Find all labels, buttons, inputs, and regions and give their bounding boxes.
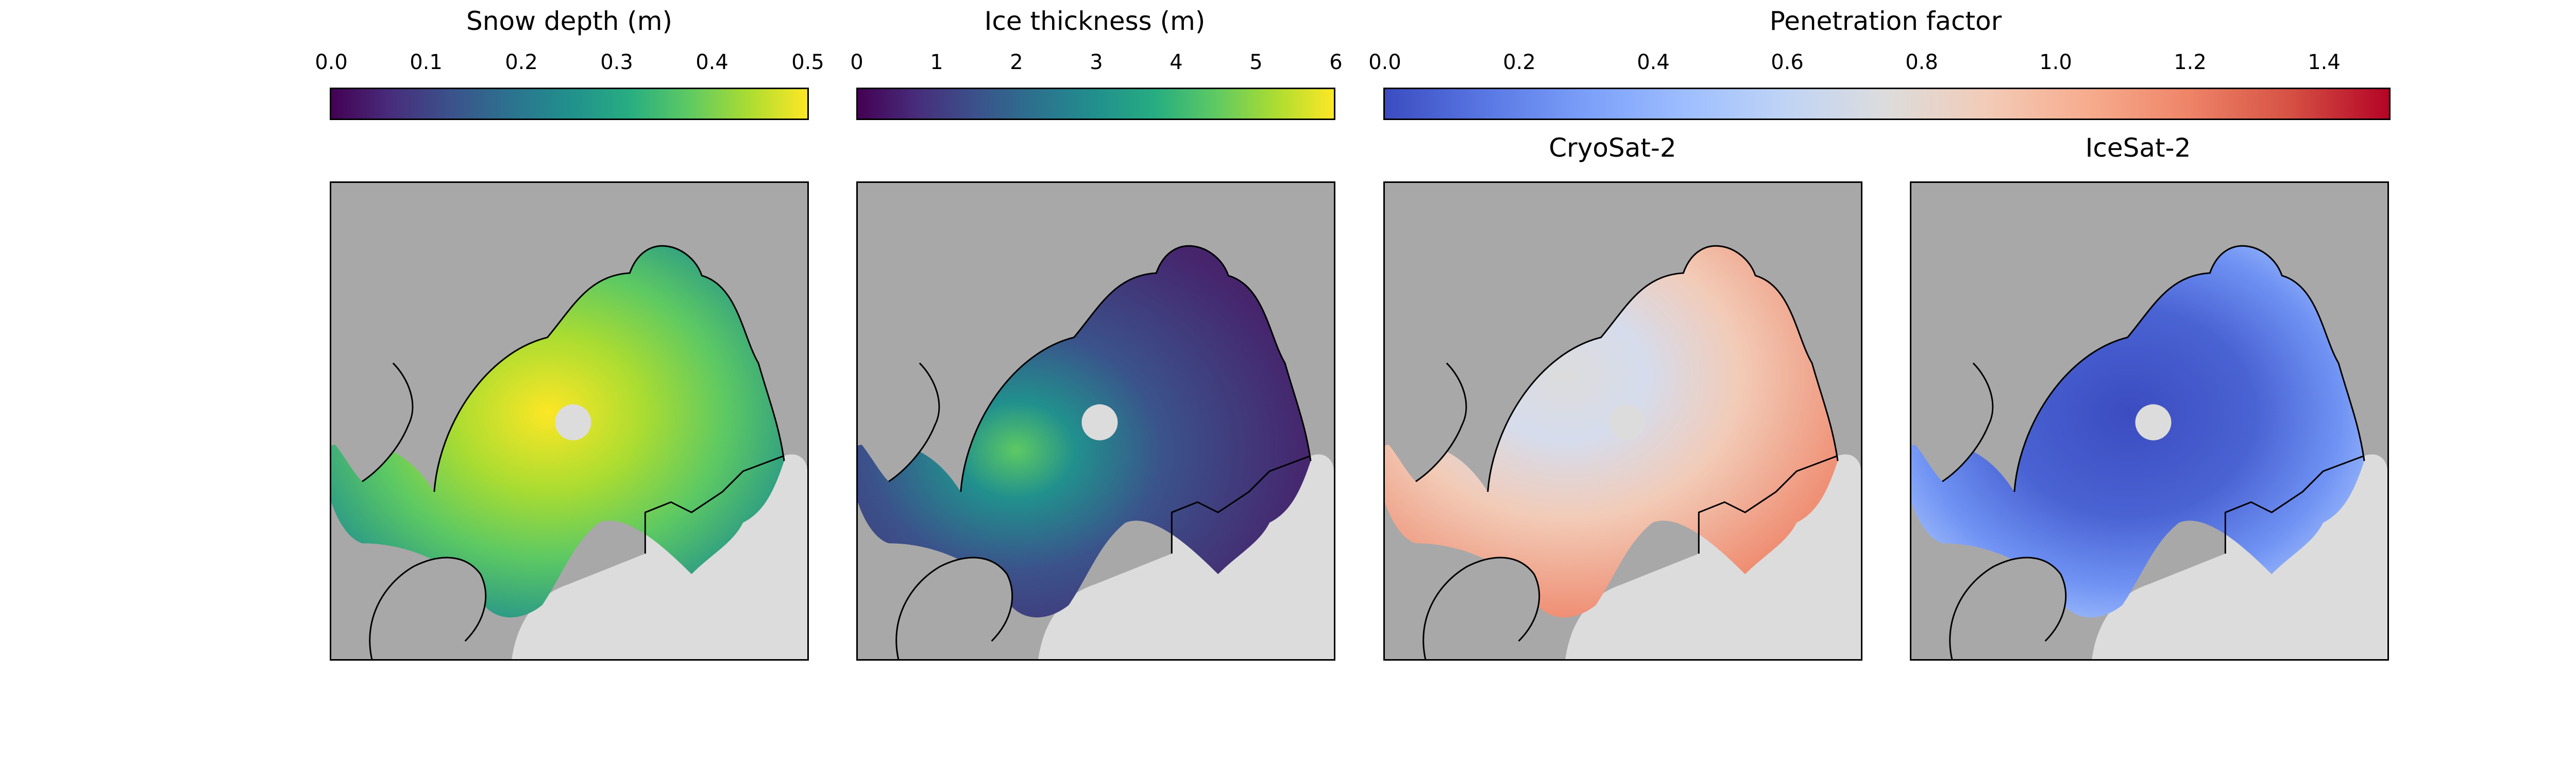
pole-hole bbox=[1608, 404, 1645, 441]
tick-label: 0.2 bbox=[1503, 51, 1536, 74]
pole-hole bbox=[2135, 404, 2172, 441]
tick-label: 0.1 bbox=[410, 51, 443, 74]
tick-label: 5 bbox=[1249, 51, 1263, 74]
tick-label: 1.0 bbox=[2039, 51, 2072, 74]
tick-label: 0.0 bbox=[315, 51, 348, 74]
panel-title-icesat-2: IceSat-2 bbox=[2085, 133, 2191, 163]
snow-depth-colorbar bbox=[330, 88, 809, 120]
pole-hole bbox=[555, 404, 591, 441]
tick-label: 0.4 bbox=[1637, 51, 1670, 74]
tick-label: 0.6 bbox=[1771, 51, 1804, 74]
ice-thickness-colorbar bbox=[856, 88, 1335, 120]
tick-label: 0.2 bbox=[505, 51, 538, 74]
ice-thickness-map bbox=[856, 181, 1335, 661]
tick-label: 2 bbox=[1010, 51, 1023, 74]
panel-title-cryosat-2: CryoSat-2 bbox=[1549, 133, 1676, 163]
tick-label: 0 bbox=[850, 51, 863, 74]
tick-label: 0.8 bbox=[1905, 51, 1938, 74]
tick-label: 0.5 bbox=[791, 51, 824, 74]
tick-label: 6 bbox=[1329, 51, 1343, 74]
tick-label: 1.2 bbox=[2174, 51, 2207, 74]
penetration-factor-colorbar bbox=[1383, 88, 2391, 120]
penetration-factor-colorbar-title: Penetration factor bbox=[1769, 6, 2002, 36]
ice-thickness-colorbar-title: Ice thickness (m) bbox=[984, 6, 1206, 36]
tick-label: 0.4 bbox=[696, 51, 728, 74]
tick-label: 3 bbox=[1090, 51, 1103, 74]
tick-label: 1.4 bbox=[2308, 51, 2341, 74]
tick-label: 4 bbox=[1170, 51, 1183, 74]
pole-hole bbox=[1081, 404, 1118, 441]
icesat-2-map bbox=[1910, 181, 2389, 661]
tick-label: 0.0 bbox=[1368, 51, 1401, 74]
tick-label: 1 bbox=[930, 51, 943, 74]
snow-depth-map bbox=[330, 181, 809, 661]
snow-depth-colorbar-title: Snow depth (m) bbox=[466, 6, 672, 36]
tick-label: 0.3 bbox=[600, 51, 633, 74]
cryosat-2-map bbox=[1383, 181, 1862, 661]
